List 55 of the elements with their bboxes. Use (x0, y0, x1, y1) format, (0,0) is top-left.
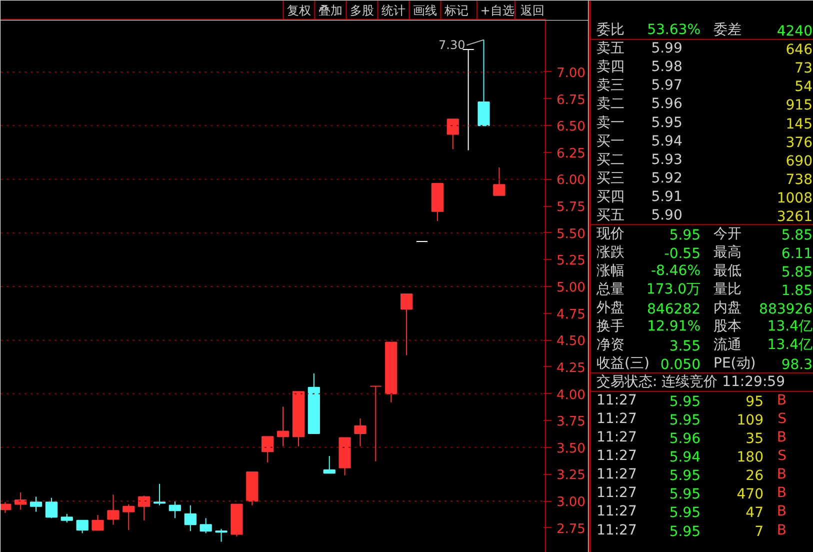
text: 换手 12.91% 股本 13.4亿 (596, 318, 812, 335)
y-tick-label: 4.25 (556, 360, 586, 376)
y-tick-label: 6.25 (556, 146, 586, 162)
y-tick-label: 3.25 (556, 468, 586, 484)
y-tick-label: 6.00 (556, 173, 586, 188)
text: 11:27 5.95 7 B (596, 522, 787, 540)
text: 11:27 5.95 95 B (596, 392, 787, 410)
y-tick-label: 5.50 (556, 226, 586, 242)
y-tick-label: 5.75 (556, 200, 586, 216)
text: 买五 5.90 3261 (596, 207, 813, 225)
text: 收益(三) 0.050 PE(动) 98.3 (596, 356, 812, 374)
y-tick-label: 5.00 (556, 280, 586, 296)
y-tick-label: 7.00 (556, 66, 586, 81)
text: 复权 (286, 4, 311, 18)
text: 返回 (520, 4, 545, 18)
y-tick-label: 5.25 (556, 254, 586, 269)
y-tick-label: 6.75 (556, 92, 586, 108)
text: 11:27 5.94 180 S (596, 448, 787, 466)
text: 涨跌 -0.55 最高 6.11 (596, 244, 812, 262)
annotation: 7.30 (438, 38, 466, 52)
text: 买一 5.94 376 (596, 133, 813, 151)
text: 买四 5.91 1008 (596, 188, 813, 206)
text: 净资 3.55 流通 13.4亿 (596, 337, 812, 355)
y-tick-label: 3.50 (556, 441, 586, 456)
text: 买三 5.92 738 (596, 170, 813, 188)
text: 买二 5.93 690 (596, 152, 813, 170)
text: 交易状态: 连续竞价 11:29:59 (596, 374, 785, 390)
text: 11:27 5.95 26 B (596, 466, 787, 484)
text: 11:27 5.95 109 S (596, 411, 787, 429)
text: +自选 (480, 4, 514, 18)
text: 11:27 5.95 47 B (596, 504, 787, 522)
text: 卖五 5.99 646 (596, 40, 813, 58)
text: 涨幅 -8.46% 最低 5.85 (596, 262, 812, 280)
text: 卖一 5.95 145 (596, 114, 813, 132)
text: 多股 (350, 4, 374, 18)
y-tick-label: 4.75 (556, 307, 586, 322)
text: 画线 (413, 4, 438, 18)
y-tick-label: 3.00 (556, 495, 586, 510)
text: 11:27 5.96 35 B (596, 430, 787, 448)
text: 卖四 5.98 73 (596, 59, 813, 77)
text: 卖三 5.97 54 (596, 78, 813, 96)
text: 卖二 5.96 915 (596, 96, 813, 114)
text: 外盘 846282 内盘 883926 (596, 300, 813, 318)
text: 11:27 5.95 470 B (596, 485, 787, 503)
text: 总量 173.0万 量比 1.85 (596, 281, 812, 299)
y-tick-label: 4.00 (556, 388, 586, 403)
text: 叠加 (318, 4, 342, 18)
text: 现价 5.95 今开 5.85 (596, 226, 812, 244)
y-tick-label: 4.50 (556, 334, 586, 350)
text: 统计 (381, 4, 406, 18)
y-tick-label: 6.50 (556, 120, 586, 135)
y-tick-label: 3.75 (556, 414, 586, 430)
text: 标记 (444, 4, 469, 18)
text: 委比 53.63% 委差 4240 (596, 22, 813, 40)
y-tick-label: 2.75 (556, 522, 586, 537)
